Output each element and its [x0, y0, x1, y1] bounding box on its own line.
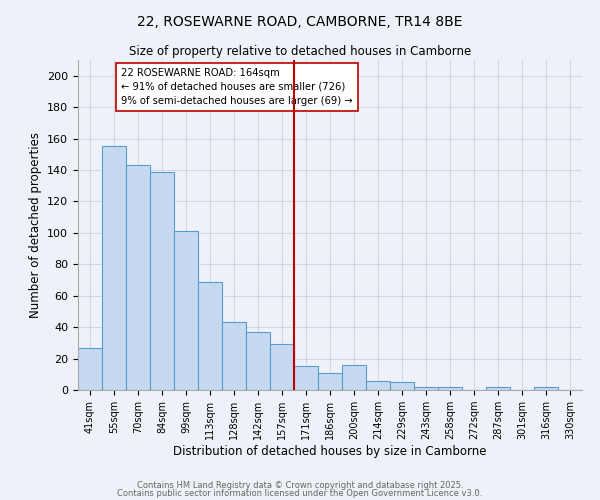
Bar — [294, 366, 318, 390]
Text: 22, ROSEWARNE ROAD, CAMBORNE, TR14 8BE: 22, ROSEWARNE ROAD, CAMBORNE, TR14 8BE — [137, 15, 463, 29]
Bar — [78, 348, 102, 390]
Bar — [102, 146, 126, 390]
Bar — [486, 387, 510, 390]
Bar — [246, 332, 270, 390]
Bar — [126, 166, 150, 390]
Bar — [366, 380, 390, 390]
Bar — [150, 172, 174, 390]
Bar — [534, 387, 558, 390]
Y-axis label: Number of detached properties: Number of detached properties — [29, 132, 41, 318]
Bar — [198, 282, 222, 390]
Bar — [318, 372, 342, 390]
Text: 22 ROSEWARNE ROAD: 164sqm
← 91% of detached houses are smaller (726)
9% of semi-: 22 ROSEWARNE ROAD: 164sqm ← 91% of detac… — [121, 68, 353, 106]
Text: Contains HM Land Registry data © Crown copyright and database right 2025.: Contains HM Land Registry data © Crown c… — [137, 480, 463, 490]
X-axis label: Distribution of detached houses by size in Camborne: Distribution of detached houses by size … — [173, 445, 487, 458]
Bar — [414, 387, 438, 390]
Text: Contains public sector information licensed under the Open Government Licence v3: Contains public sector information licen… — [118, 489, 482, 498]
Bar — [438, 387, 462, 390]
Bar — [342, 365, 366, 390]
Bar — [174, 232, 198, 390]
Bar — [222, 322, 246, 390]
Bar — [270, 344, 294, 390]
Text: Size of property relative to detached houses in Camborne: Size of property relative to detached ho… — [129, 45, 471, 58]
Bar — [390, 382, 414, 390]
